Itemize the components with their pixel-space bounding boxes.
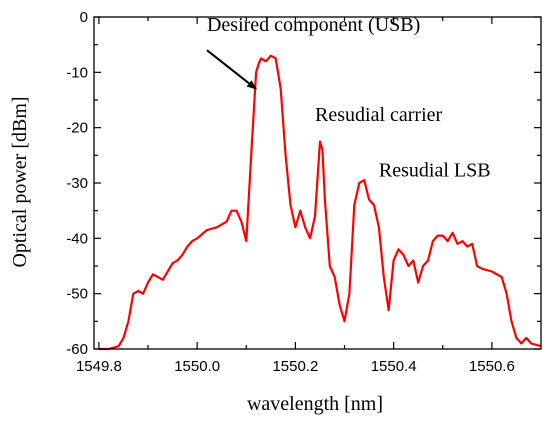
- y-axis-title-group: Optical power [dBm]: [9, 96, 31, 267]
- y-tick-label: -30: [66, 175, 88, 192]
- y-tick-label: -60: [66, 341, 88, 358]
- x-tick-label: 1550.6: [469, 358, 515, 375]
- spectrum-line: [98, 54, 542, 351]
- y-tick-label: -40: [66, 230, 88, 247]
- y-tick-label: 0: [80, 9, 88, 26]
- plot-area: [98, 54, 542, 351]
- annotation-arrow: [206, 49, 257, 90]
- plot-frame: [93, 16, 542, 350]
- y-tick-label: -50: [66, 286, 88, 303]
- x-tick-label: 1550.4: [371, 358, 417, 375]
- axis-ticks: 1549.8 1550.0 1550.2 1550.4 1550.6 0 -10 -20 -30…: [66, 9, 541, 375]
- x-tick-label: 1549.8: [76, 358, 122, 375]
- x-axis-title: wavelength [nm]: [247, 393, 383, 415]
- annotation-label: Resudial LSB: [379, 159, 491, 181]
- annotation-label: Resudial carrier: [315, 104, 442, 126]
- y-tick-label: -10: [66, 64, 88, 81]
- y-tick-label: -20: [66, 120, 88, 137]
- annotation-label: Desired component (USB): [207, 14, 420, 36]
- y-axis-title: Optical power [dBm]: [9, 96, 31, 267]
- x-tick-label: 1550.2: [272, 358, 318, 375]
- annotations: Desired component (USB) Resudial carrier R…: [206, 14, 491, 181]
- x-tick-label: 1550.0: [174, 358, 220, 375]
